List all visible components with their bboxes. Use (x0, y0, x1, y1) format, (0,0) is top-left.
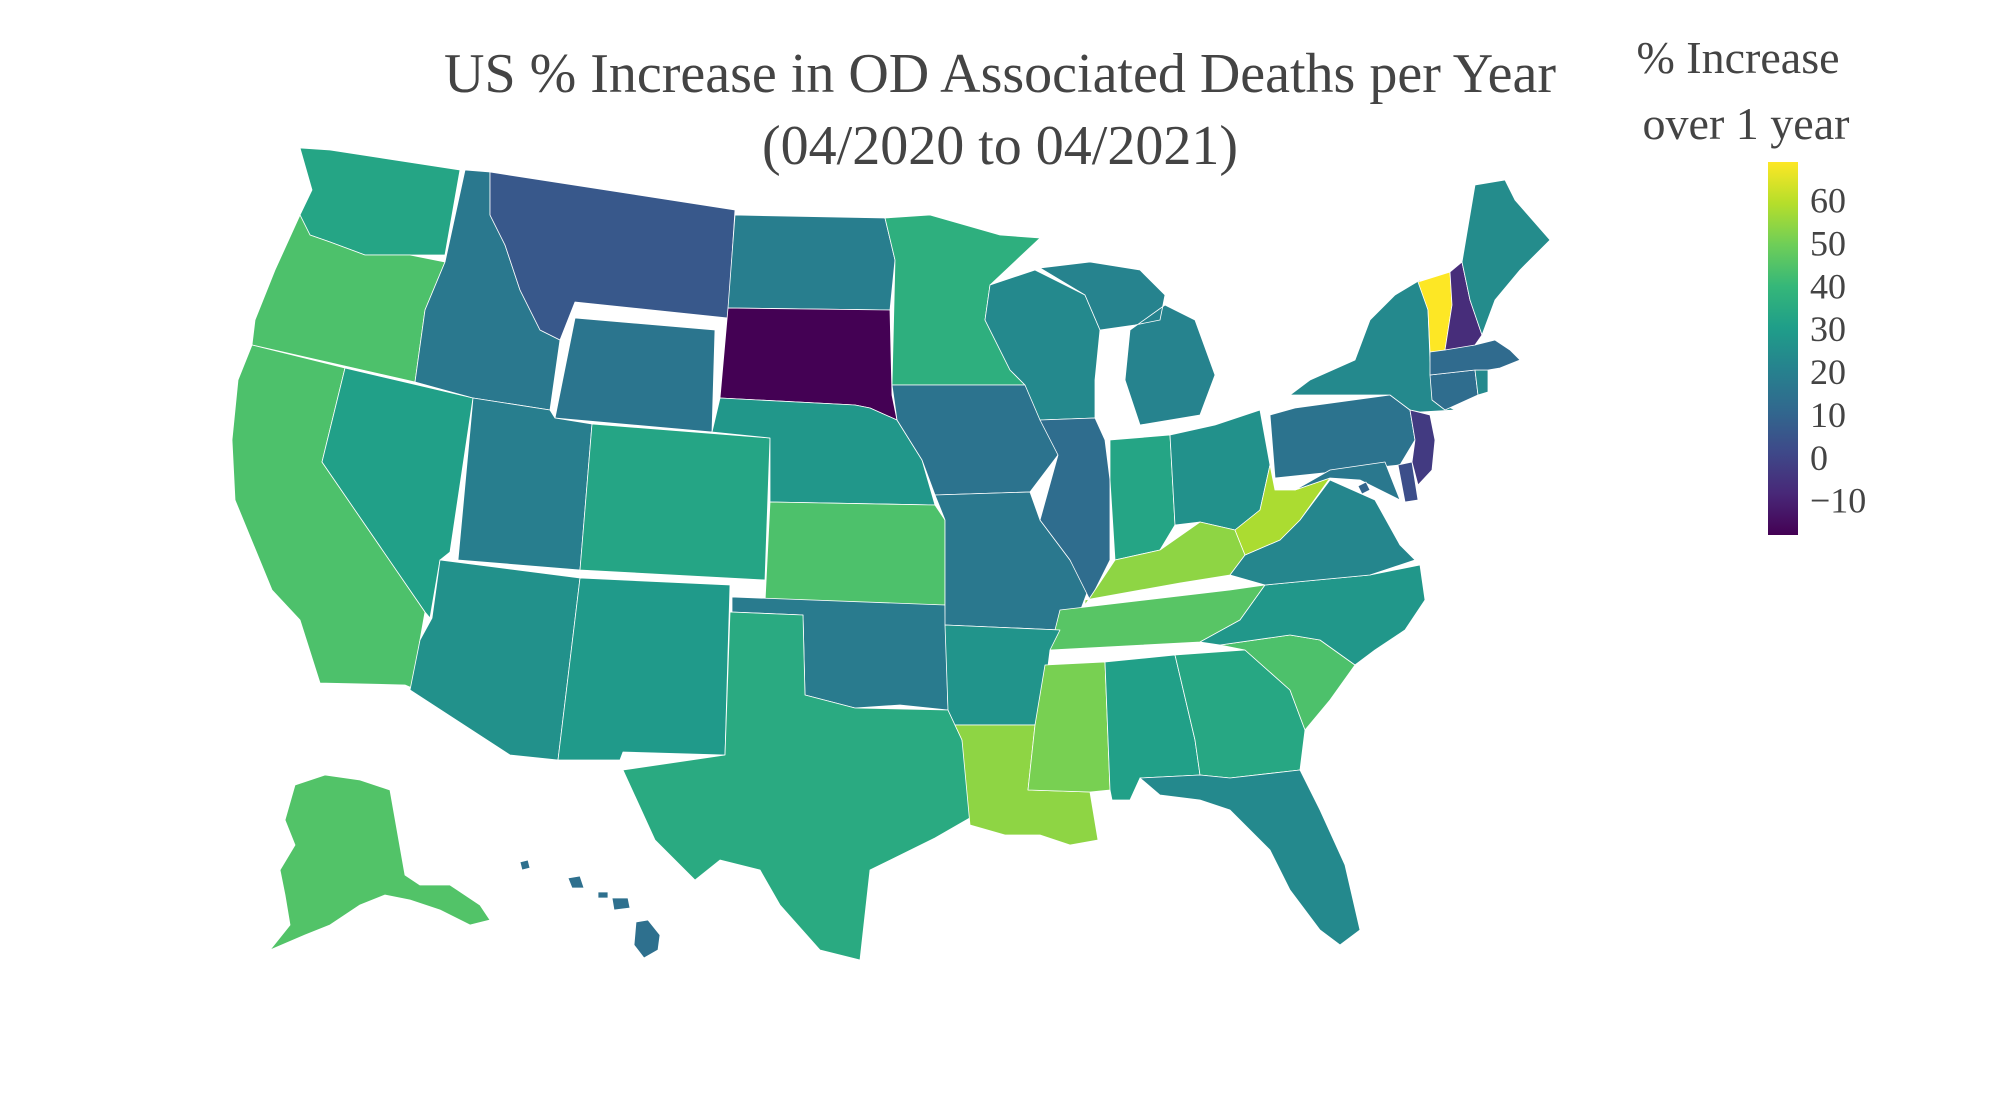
colorbar-gradient (1768, 162, 1798, 535)
state-wv[interactable] (1234, 464, 1331, 556)
chart-title-line-1: US % Increase in OD Associated Deaths pe… (444, 43, 1556, 105)
colorbar-tick-label: 40 (1810, 266, 1846, 306)
state-ne[interactable] (711, 397, 936, 506)
state-dc[interactable] (1357, 481, 1371, 495)
colorbar-tick-label: 10 (1810, 395, 1846, 435)
states-layer (231, 147, 1551, 961)
state-il[interactable] (1039, 417, 1111, 601)
state-de[interactable] (1397, 461, 1419, 503)
state-nd[interactable] (727, 214, 896, 311)
colorbar-tick-label: 30 (1810, 309, 1846, 349)
state-in[interactable] (1109, 434, 1176, 561)
state-hi[interactable] (519, 859, 661, 959)
colorbar-tick-label: 50 (1810, 223, 1846, 263)
state-me[interactable] (1461, 179, 1551, 336)
colorbar-tick-label: 0 (1810, 438, 1828, 478)
state-pa[interactable] (1269, 394, 1416, 479)
state-ut[interactable] (457, 397, 593, 571)
state-tx[interactable] (622, 611, 976, 961)
state-wa[interactable] (299, 147, 461, 256)
state-wy[interactable] (554, 317, 716, 433)
colorbar-tick-label: 60 (1810, 181, 1846, 221)
state-nj[interactable] (1409, 409, 1436, 486)
colorbar-title-line-2: over 1 year (1643, 98, 1850, 149)
state-mi[interactable] (1039, 261, 1216, 426)
colorbar-tick-label: 20 (1810, 352, 1846, 392)
colorbar-title-line-1: % Increase (1636, 32, 1839, 83)
state-nm[interactable] (557, 577, 731, 761)
state-ks[interactable] (764, 501, 946, 606)
state-co[interactable] (579, 423, 771, 581)
colorbar-tick-label: −10 (1810, 481, 1866, 521)
state-nv[interactable] (321, 367, 474, 619)
state-oh[interactable] (1169, 409, 1271, 531)
state-fl[interactable] (1139, 769, 1361, 946)
state-ct[interactable] (1429, 369, 1479, 411)
state-ak[interactable] (269, 774, 491, 951)
chart-title-line-2: (04/2020 to 04/2021) (762, 115, 1238, 177)
state-az[interactable] (409, 559, 581, 761)
state-md[interactable] (1294, 461, 1401, 501)
